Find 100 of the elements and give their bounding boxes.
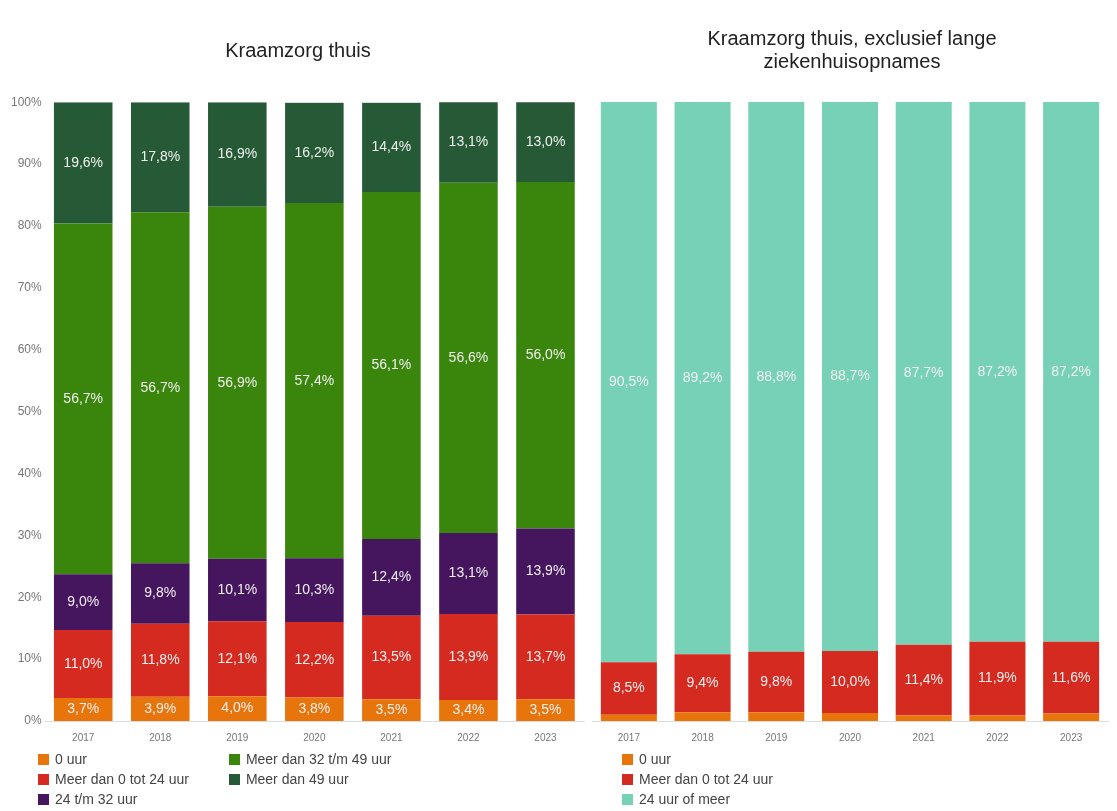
data-label: 3,7% [67,700,100,717]
bar [600,662,657,715]
bar [516,614,575,700]
bar [895,644,952,716]
data-label: 87,2% [1051,362,1091,379]
data-label: 4,0% [221,699,254,716]
bar [439,102,498,183]
data-label: 3,5% [375,701,408,718]
data-label: 56,9% [217,373,258,390]
x-tick-label: 2022 [986,731,1009,743]
bar [821,712,879,721]
data-label: 13,1% [448,564,489,581]
bar [285,558,344,622]
data-label: 56,0% [525,346,566,363]
bar [821,102,879,652]
data-label: 13,9% [525,562,566,579]
y-tick-label: 80% [17,218,43,233]
bar [208,206,267,559]
data-label: 12,2% [294,650,335,667]
data-label: 56,1% [371,356,412,373]
bar [1043,713,1100,721]
bar [285,621,344,698]
bar [285,102,344,204]
data-label: 11,4% [904,671,944,688]
data-label: 9,8% [760,672,793,689]
data-label: 13,5% [371,648,412,665]
y-tick-label: 0% [24,713,43,728]
bar [53,223,113,575]
data-label: 12,1% [217,649,258,666]
x-tick-label: 2019 [765,731,788,743]
bar [53,102,113,224]
bar [362,102,421,192]
legend-label: 24 uur of meer [639,791,731,807]
data-label: 13,7% [525,647,566,664]
bar [285,203,344,559]
legend-label: Meer dan 49 uur [245,771,349,787]
data-label: 9,8% [144,584,177,601]
bar [208,621,267,697]
bar [1043,102,1100,642]
bar [362,615,421,700]
data-label: 16,2% [294,143,335,160]
data-label: 3,9% [144,699,177,716]
bar [53,630,113,699]
data-label: 8,5% [612,679,645,696]
bar [130,212,190,564]
x-tick-label: 2021 [380,731,403,743]
x-tick-label: 2017 [617,731,641,743]
data-label: 9,0% [67,593,100,610]
bar [1043,641,1100,714]
x-tick-label: 2023 [534,731,558,743]
y-tick-label: 60% [17,342,43,357]
x-tick-label: 2019 [226,731,249,743]
data-label: 11,9% [978,669,1017,686]
bar [748,102,805,652]
bar [600,714,657,721]
bar [53,574,113,631]
y-tick-label: 30% [17,527,43,542]
y-tick-label: 20% [17,589,43,604]
y-tick-label: 70% [17,280,43,295]
bar [130,102,190,213]
y-tick-label: 100% [10,94,43,109]
bar [516,528,575,615]
x-tick-label: 2023 [1060,731,1083,743]
y-tick-label: 40% [17,465,43,480]
x-tick-label: 2020 [838,731,862,743]
bar [208,558,267,622]
bar [362,191,421,540]
bar [516,182,575,529]
data-label: 56,6% [448,348,489,365]
data-label: 13,0% [525,132,566,149]
data-label: 56,7% [140,378,181,395]
data-label: 56,7% [63,389,104,406]
data-label: 11,0% [63,654,103,671]
data-label: 87,7% [903,364,944,381]
bar [362,539,421,616]
data-label: 88,8% [756,367,797,384]
chart-title: Kraamzorg thuis [224,37,372,63]
bar [674,654,731,713]
bar [130,623,190,697]
bar [895,102,952,645]
bar [748,651,805,713]
bar [439,182,498,533]
bar [130,563,190,624]
bar [516,102,575,183]
bar [439,613,498,700]
data-label: 10,0% [830,672,870,689]
bar [969,641,1026,716]
data-label: 12,4% [371,568,412,585]
data-label: 13,1% [448,132,489,149]
bar [895,715,952,721]
legend-label: 0 uur [55,751,87,767]
bar [969,715,1026,721]
bar [600,102,657,663]
bar [969,102,1026,642]
legend-label: 0 uur [639,751,671,767]
data-label: 14,4% [371,138,412,155]
legend-label: 24 t/m 32 uur [55,791,138,807]
y-tick-label: 10% [17,651,43,666]
legend-label: Meer dan 32 t/m 49 uur [245,751,392,767]
bar [748,712,805,721]
